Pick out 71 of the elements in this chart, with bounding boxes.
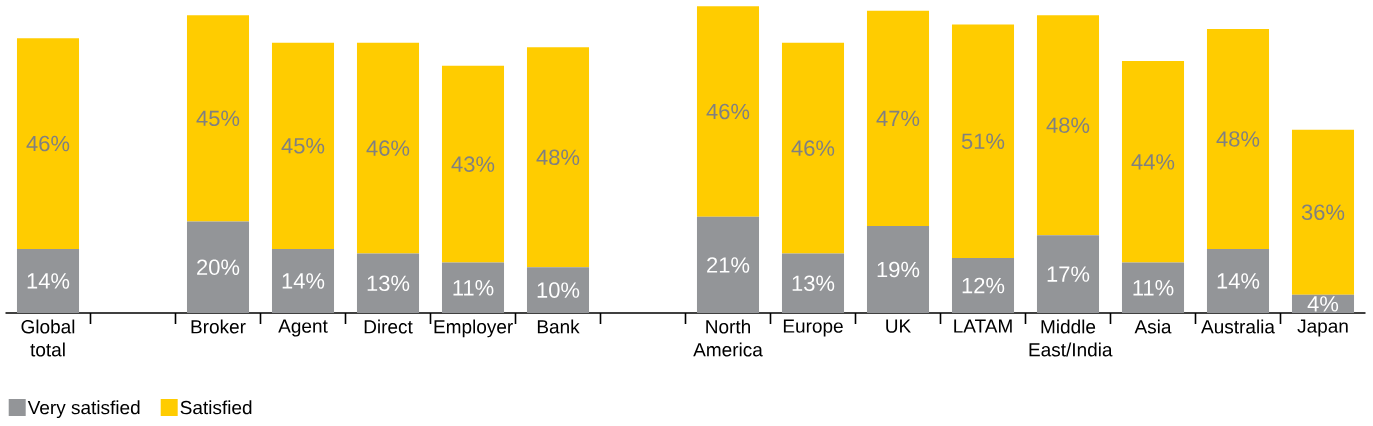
bar bbox=[1206, 248, 1270, 313]
bar bbox=[696, 216, 760, 313]
data-label: 47% bbox=[876, 110, 920, 127]
data-label: 12% bbox=[962, 277, 1005, 294]
data-label: 46% bbox=[26, 135, 70, 152]
x-tick-label: Asia bbox=[1134, 319, 1172, 334]
x-tick-label: UK bbox=[886, 319, 911, 333]
bar bbox=[526, 47, 590, 268]
bar bbox=[866, 10, 930, 226]
data-label: 14% bbox=[27, 273, 70, 289]
data-label: 10% bbox=[537, 282, 580, 298]
bar bbox=[951, 24, 1015, 259]
x-tick-label: Direct bbox=[364, 319, 413, 334]
bar bbox=[1121, 61, 1185, 263]
bar bbox=[441, 65, 505, 263]
x-tick-label: Broker bbox=[191, 319, 246, 334]
data-label: 46% bbox=[706, 103, 750, 120]
x-tick-label: North America bbox=[693, 319, 763, 357]
data-label: 45% bbox=[196, 110, 240, 127]
data-label: 45% bbox=[281, 138, 325, 154]
bar bbox=[1036, 235, 1100, 313]
bar bbox=[271, 248, 335, 313]
data-label: 36% bbox=[1301, 204, 1345, 221]
bar bbox=[16, 38, 80, 249]
x-tick-label: Employer bbox=[434, 319, 513, 338]
legend-label: Satisfied bbox=[180, 400, 252, 415]
bar bbox=[1036, 15, 1100, 236]
x-tick-label: Middle East/India bbox=[1029, 319, 1113, 357]
bar bbox=[356, 253, 420, 313]
bar bbox=[1206, 29, 1270, 249]
bar bbox=[356, 42, 420, 254]
x-tick-label: Australia bbox=[1201, 319, 1275, 334]
x-tick-label: Global total bbox=[21, 319, 75, 357]
data-label: 48% bbox=[1216, 131, 1260, 147]
data-label: 11% bbox=[1133, 280, 1174, 296]
data-label: 48% bbox=[1046, 117, 1090, 134]
x-tick-label: LATAM bbox=[954, 319, 1012, 333]
x-tick-label: Japan bbox=[1297, 319, 1348, 337]
data-label: 19% bbox=[877, 261, 920, 278]
data-label: 48% bbox=[536, 149, 580, 166]
bar bbox=[781, 42, 845, 254]
data-label: 13% bbox=[367, 275, 410, 292]
data-label: 46% bbox=[791, 140, 835, 156]
bar bbox=[1291, 129, 1355, 295]
bar bbox=[526, 267, 590, 313]
data-label: 13% bbox=[792, 275, 835, 292]
data-label: 43% bbox=[451, 156, 495, 172]
data-label: 11% bbox=[453, 280, 494, 296]
data-label: 14% bbox=[282, 273, 325, 289]
data-label: 51% bbox=[961, 133, 1005, 149]
data-label: 20% bbox=[197, 259, 240, 275]
x-tick-label: Agent bbox=[278, 319, 328, 337]
bar bbox=[186, 221, 250, 313]
data-label: 14% bbox=[1217, 273, 1260, 289]
data-label: 4% bbox=[1307, 296, 1339, 312]
bar bbox=[441, 262, 505, 313]
data-label: 21% bbox=[707, 257, 750, 273]
bar bbox=[271, 42, 335, 249]
legend-label: Very satisfied bbox=[27, 400, 140, 419]
bar bbox=[951, 258, 1015, 313]
bar bbox=[866, 225, 930, 313]
bar bbox=[696, 6, 760, 217]
bar bbox=[781, 253, 845, 313]
data-label: 17% bbox=[1047, 266, 1090, 282]
bar bbox=[186, 15, 250, 222]
data-label: 44% bbox=[1131, 154, 1175, 170]
data-label: 46% bbox=[366, 140, 410, 156]
x-tick-label: Europe bbox=[783, 319, 843, 337]
x-tick-label: Bank bbox=[537, 319, 580, 334]
bar bbox=[16, 248, 80, 313]
bar bbox=[1121, 262, 1185, 313]
